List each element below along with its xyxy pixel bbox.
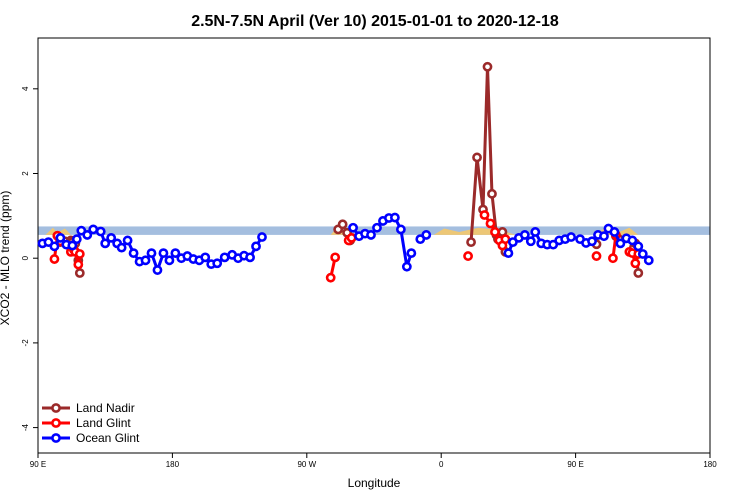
data-point-2 [615,238,626,249]
data-point-2 [503,248,514,259]
data-point-1 [49,254,60,264]
data-point-1 [479,210,490,220]
data-point-2 [390,212,400,223]
data-point-2 [643,255,654,266]
data-point-2 [633,241,644,252]
data-point-2 [71,234,82,245]
data-point-2 [100,238,111,249]
x-tick-label: 180 [703,460,717,469]
data-point-2 [200,252,211,263]
data-point-2 [587,236,597,247]
data-point-2 [95,226,106,237]
data-point-2 [627,235,638,246]
data-point-0 [633,268,644,278]
legend-label: Land Glint [76,416,131,430]
data-point-2 [219,252,230,263]
data-point-2 [122,235,133,246]
y-tick-label: 2 [21,171,30,176]
data-point-1 [73,259,84,270]
data-point-2 [67,240,78,251]
data-point-2 [348,222,358,233]
data-point-2 [519,230,530,240]
data-point-2 [251,241,261,252]
data-point-2 [164,255,175,266]
data-point-1 [330,252,341,263]
legend-label: Ocean Glint [76,431,140,445]
data-point-1 [74,249,85,259]
data-point-2 [525,236,536,247]
data-point-1 [346,232,357,243]
data-point-0 [337,219,348,230]
data-point-2 [257,232,267,242]
legend-marker [51,403,61,413]
data-point-2 [128,248,139,259]
y-tick-label: 0 [21,255,30,260]
data-point-2 [566,232,577,242]
legend-marker [51,418,61,428]
data-point-0 [472,152,482,163]
data-point-0 [466,237,476,248]
data-point-1 [591,251,602,261]
data-point-2 [421,230,432,240]
data-point-0 [74,268,85,278]
data-point-2 [406,248,417,259]
x-tick-label: 90 E [30,460,46,469]
y-tick-label: -2 [21,339,30,347]
data-point-2 [106,232,117,243]
data-point-2 [372,222,382,233]
data-point-2 [530,227,541,237]
data-point-2 [245,252,255,263]
data-point-1 [485,218,496,229]
data-point-1 [608,253,618,264]
plot-frame [37,37,711,454]
data-point-2 [116,242,127,253]
data-point-1 [463,251,473,261]
data-point-2 [609,227,620,237]
x-tick-label: 180 [166,460,180,469]
data-point-2 [395,224,406,235]
data-point-2 [55,232,66,243]
y-tick-label: 4 [21,86,30,91]
data-point-0 [482,61,493,72]
x-axis-label: Longitude [348,476,401,490]
data-point-1 [500,234,511,245]
data-point-2 [637,249,648,259]
data-point-2 [366,230,376,240]
plot-area: 90 E 180 90 W 0 90 E 180 -4 -2 0 2 4 Land NadirLand… [21,37,717,469]
data-point-2 [49,241,60,252]
data-point-0 [487,188,497,199]
data-point-2 [599,231,609,242]
chart-title: 2.5N-7.5N April (Ver 10) 2015-01-01 to 2… [191,13,559,30]
data-point-2 [401,261,412,272]
data-point-2 [170,248,181,259]
data-point-2 [140,255,151,266]
x-tick-label: 0 [439,460,444,469]
data-point-2 [158,248,169,259]
data-point-1 [490,227,500,237]
data-point-2 [88,224,99,235]
legend-marker [51,433,61,443]
data-point-2 [212,258,223,269]
y-tick-label: -4 [21,423,30,431]
x-tick-label: 90 E [567,460,583,469]
data-point-1 [630,258,641,269]
data-point-2 [152,265,163,275]
data-point-1 [325,272,336,283]
y-axis-label: XCO2 - MLO trend (ppm) [0,191,12,326]
data-point-2 [146,248,157,259]
data-point-2 [82,230,93,240]
x-tick-label: 90 W [297,460,316,469]
legend-label: Land Nadir [76,401,135,415]
land-shading [45,227,71,235]
